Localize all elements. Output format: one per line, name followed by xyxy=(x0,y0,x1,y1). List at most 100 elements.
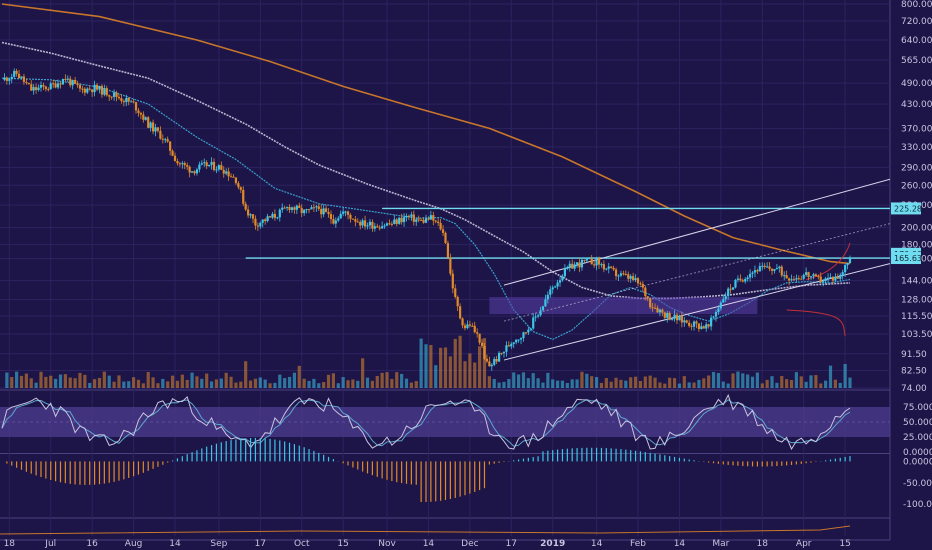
candle-body xyxy=(242,189,245,204)
candle-body xyxy=(288,207,291,210)
candle-body xyxy=(624,274,627,276)
candle-body xyxy=(834,276,837,281)
candle-body xyxy=(790,279,793,281)
candle-body xyxy=(775,268,778,270)
candle-body xyxy=(632,276,635,281)
candle-body xyxy=(134,102,138,111)
volume-bar xyxy=(785,379,789,388)
candle-body xyxy=(612,267,615,270)
x-tick-label: 14 xyxy=(423,539,435,549)
volume-bar xyxy=(180,374,184,388)
volume-bar xyxy=(697,379,701,388)
candle-body xyxy=(217,165,220,170)
volume-bar xyxy=(322,382,326,388)
volume-bar xyxy=(29,378,33,388)
volume-bar xyxy=(760,383,764,388)
candle-body xyxy=(546,294,549,300)
volume-bar xyxy=(487,376,491,388)
range-box xyxy=(489,297,758,315)
volume-bar xyxy=(229,376,233,388)
candle-body xyxy=(588,258,591,260)
candle-body xyxy=(558,280,562,283)
candle-body xyxy=(127,98,130,102)
candle-body xyxy=(593,264,596,266)
y-tick-label: 128.00 xyxy=(901,296,932,306)
volume-bar xyxy=(292,372,297,388)
candle-body xyxy=(368,221,372,226)
volume-bar xyxy=(283,378,287,388)
volume-bar xyxy=(638,380,643,388)
candle-body xyxy=(378,227,381,229)
candle-body xyxy=(181,163,184,165)
candle-body xyxy=(688,322,691,326)
volume-bar xyxy=(453,338,457,388)
volume-group xyxy=(5,335,852,388)
candle-body xyxy=(88,88,91,90)
candle-body xyxy=(130,101,133,103)
x-tick-label: 16 xyxy=(86,539,98,549)
trendline-upper xyxy=(503,178,891,286)
candle-body xyxy=(27,82,30,85)
volume-bar xyxy=(721,381,725,388)
y-tick-label: 144.00 xyxy=(901,277,932,287)
candle-body xyxy=(731,287,735,290)
candle-body xyxy=(420,219,423,221)
candle-body xyxy=(610,266,613,268)
candle-body xyxy=(344,211,347,213)
candle-body xyxy=(303,209,306,214)
candle-body xyxy=(476,332,479,334)
volume-bar xyxy=(307,380,311,388)
candle-body xyxy=(649,298,652,308)
volume-bar xyxy=(492,378,496,388)
candle-body xyxy=(361,220,364,226)
candle-body xyxy=(305,209,308,211)
candle-body xyxy=(724,296,727,300)
candle-body xyxy=(278,209,281,218)
volume-bar xyxy=(497,382,501,388)
candle-body xyxy=(210,161,213,165)
candle-body xyxy=(636,278,640,284)
candle-body xyxy=(736,278,740,280)
candle-body xyxy=(580,259,584,268)
candle-body xyxy=(439,222,442,230)
volume-bar xyxy=(687,382,691,388)
candle-body xyxy=(268,216,272,218)
candle-body xyxy=(841,272,844,275)
momentum-tick-label: 0.0000 xyxy=(903,457,932,467)
candle-body xyxy=(329,214,333,220)
candle-body xyxy=(692,321,696,327)
y-tick-label: 82.50 xyxy=(901,366,927,376)
volume-bar xyxy=(633,376,638,388)
candle-body xyxy=(300,207,303,214)
candle-body xyxy=(697,323,701,329)
volume-bar xyxy=(258,377,262,388)
candle-body xyxy=(463,325,467,329)
candle-body xyxy=(222,169,225,174)
candle-body xyxy=(66,78,69,80)
candle-body xyxy=(498,352,501,362)
candle-body xyxy=(295,205,298,210)
candle-body xyxy=(741,280,744,282)
candle-body xyxy=(641,283,644,288)
candle-body xyxy=(47,89,50,91)
volume-bar xyxy=(594,377,599,388)
volume-bar xyxy=(122,381,126,388)
candle-body xyxy=(663,312,666,318)
volume-bar xyxy=(49,375,53,388)
volume-bar xyxy=(590,376,594,388)
volume-bar xyxy=(161,378,165,388)
candle-body xyxy=(831,277,835,281)
candle-body xyxy=(61,78,65,85)
candle-body xyxy=(139,113,142,115)
volume-bar xyxy=(58,374,63,388)
y-tick-label: 290.00 xyxy=(901,164,932,174)
candle-body xyxy=(147,117,150,128)
candle-body xyxy=(446,243,450,258)
candle-body xyxy=(634,278,637,281)
candle-body xyxy=(756,270,759,272)
x-tick-label: 14 xyxy=(169,539,181,549)
y-tick-label: 370.00 xyxy=(901,124,932,134)
volume-bar xyxy=(565,382,569,388)
candle-body xyxy=(563,268,566,277)
